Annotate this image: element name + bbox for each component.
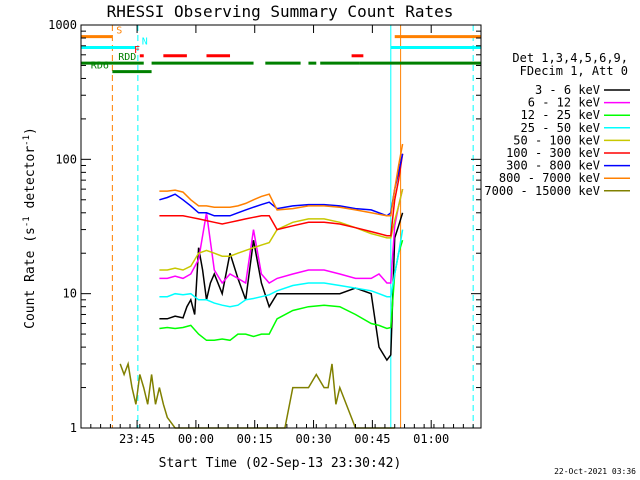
- state-bar-label-n: N: [142, 36, 148, 47]
- state-bar-label-rd6: RD6: [91, 61, 109, 72]
- state-bar-label-f: F: [134, 45, 140, 56]
- legend-entry-label-6: 300 - 800 keV: [506, 159, 600, 173]
- x-tick-label-5: 01:00: [413, 432, 449, 446]
- legend-entry-label-3: 25 - 50 keV: [521, 121, 600, 135]
- series-line-3: [159, 229, 404, 308]
- legend-entry-label-0: 3 - 6 keV: [535, 83, 600, 97]
- legend-entry-label-1: 6 - 12 keV: [528, 96, 600, 110]
- y-tick-label-0: 1: [70, 421, 77, 435]
- x-tick-label-3: 00:30: [295, 432, 331, 446]
- x-tick-label-2: 00:15: [237, 432, 273, 446]
- axes: 23:45 00:00 00:15 00:30 00:45 01:00 1 10 100 1000: [48, 18, 482, 446]
- legend-entry-label-2: 12 - 25 keV: [521, 108, 600, 122]
- legend: Det 1,3,4,5,6,9,FDecim 1, Att 0 3 - 6 keV…: [484, 51, 630, 198]
- y-tick-label-1: 10: [63, 287, 77, 301]
- y-axis-label-end: ): [23, 127, 38, 135]
- series-line-4: [159, 188, 404, 271]
- legend-entry-label-7: 800 - 7000 keV: [499, 171, 600, 185]
- y-axis-label-sup1: -1: [22, 216, 32, 227]
- state-bar-label-rdd: RDD: [118, 52, 136, 63]
- x-tick-label-4: 00:45: [354, 432, 390, 446]
- legend-entry-label-5: 100 - 300 keV: [506, 146, 600, 160]
- series-line-0: [159, 212, 404, 362]
- chart-title: RHESSI Observing Summary Count Rates: [107, 2, 454, 21]
- plot-frame: [80, 24, 482, 429]
- legend-title-line-0: Det 1,3,4,5,6,9,: [512, 51, 628, 65]
- x-axis-label: Start Time (02-Sep-13 23:30:42): [159, 456, 402, 471]
- y-axis-label: Count Rate (s-1 detector-1): [22, 127, 38, 329]
- state-bar-label-s: S: [116, 26, 122, 37]
- x-tick-label-0: 23:45: [119, 432, 155, 446]
- legend-title-line-1: FDecim 1, Att 0: [520, 64, 628, 78]
- y-tick-label-2: 100: [55, 152, 77, 166]
- series-line-6: [159, 153, 404, 217]
- series-line-5: [159, 153, 404, 237]
- y-axis-label-mid: detector: [23, 146, 38, 217]
- series-layer: [119, 143, 404, 429]
- legend-entry-label-8: 7000 - 15000 keV: [484, 184, 600, 198]
- legend-entry-label-4: 50 - 100 keV: [513, 133, 600, 147]
- attenuator-state-lines: [80, 25, 474, 428]
- y-axis-label-sup2: -1: [22, 135, 32, 146]
- series-line-1: [159, 188, 404, 285]
- y-axis-label-base: Count Rate (s: [23, 227, 38, 329]
- x-tick-label-1: 00:00: [178, 432, 214, 446]
- series-line-8: [119, 361, 395, 429]
- series-line-2: [159, 239, 404, 342]
- series-line-7: [159, 143, 404, 217]
- footer-timestamp: 22-Oct-2021 03:36: [554, 467, 636, 476]
- y-tick-label-3: 1000: [48, 18, 77, 32]
